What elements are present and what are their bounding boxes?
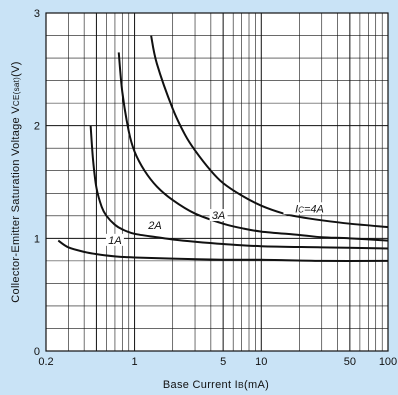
x-axis-title: Base Current IB(mA) [163, 379, 269, 391]
y-tick-label: 2 [34, 121, 40, 133]
minor-grid [45, 13, 388, 351]
curve-label-backing [105, 233, 124, 246]
curve-label-backing [283, 202, 336, 215]
x-tick-label: 50 [344, 356, 356, 368]
y-tick-label: 0 [34, 346, 40, 358]
curve-label-backing [146, 219, 165, 232]
series-line-3 [117, 52, 389, 242]
curve-labels: 1A 2A 3A IC=4A [105, 202, 336, 247]
plot-frame [45, 12, 389, 352]
curve-label-2: 2A [147, 220, 161, 232]
y-axis-title: Collector-Emitter Saturation Voltage VCE… [10, 61, 22, 302]
series-line-1 [57, 239, 389, 262]
plot-area [46, 13, 388, 351]
series-line-4 [150, 35, 389, 229]
series-line-2 [89, 125, 389, 250]
series-curves [57, 35, 389, 262]
y-tick-labels: 0 1 2 3 [34, 8, 40, 358]
curve-label-backing [209, 209, 228, 222]
curve-label-1: 1A [108, 235, 121, 247]
y-tick-label: 1 [34, 233, 40, 245]
x-tick-label: 10 [255, 356, 267, 368]
x-tick-label: 0.2 [38, 356, 53, 368]
x-tick-label: 1 [132, 356, 138, 368]
curve-label-3: 3A [212, 210, 225, 222]
y-tick-label: 3 [34, 8, 40, 20]
curve-label-4: IC=4A [295, 203, 324, 215]
x-tick-label: 100 [379, 356, 397, 368]
x-tick-labels: 0.2 1 5 10 50 100 [38, 356, 397, 368]
x-tick-label: 5 [220, 356, 226, 368]
